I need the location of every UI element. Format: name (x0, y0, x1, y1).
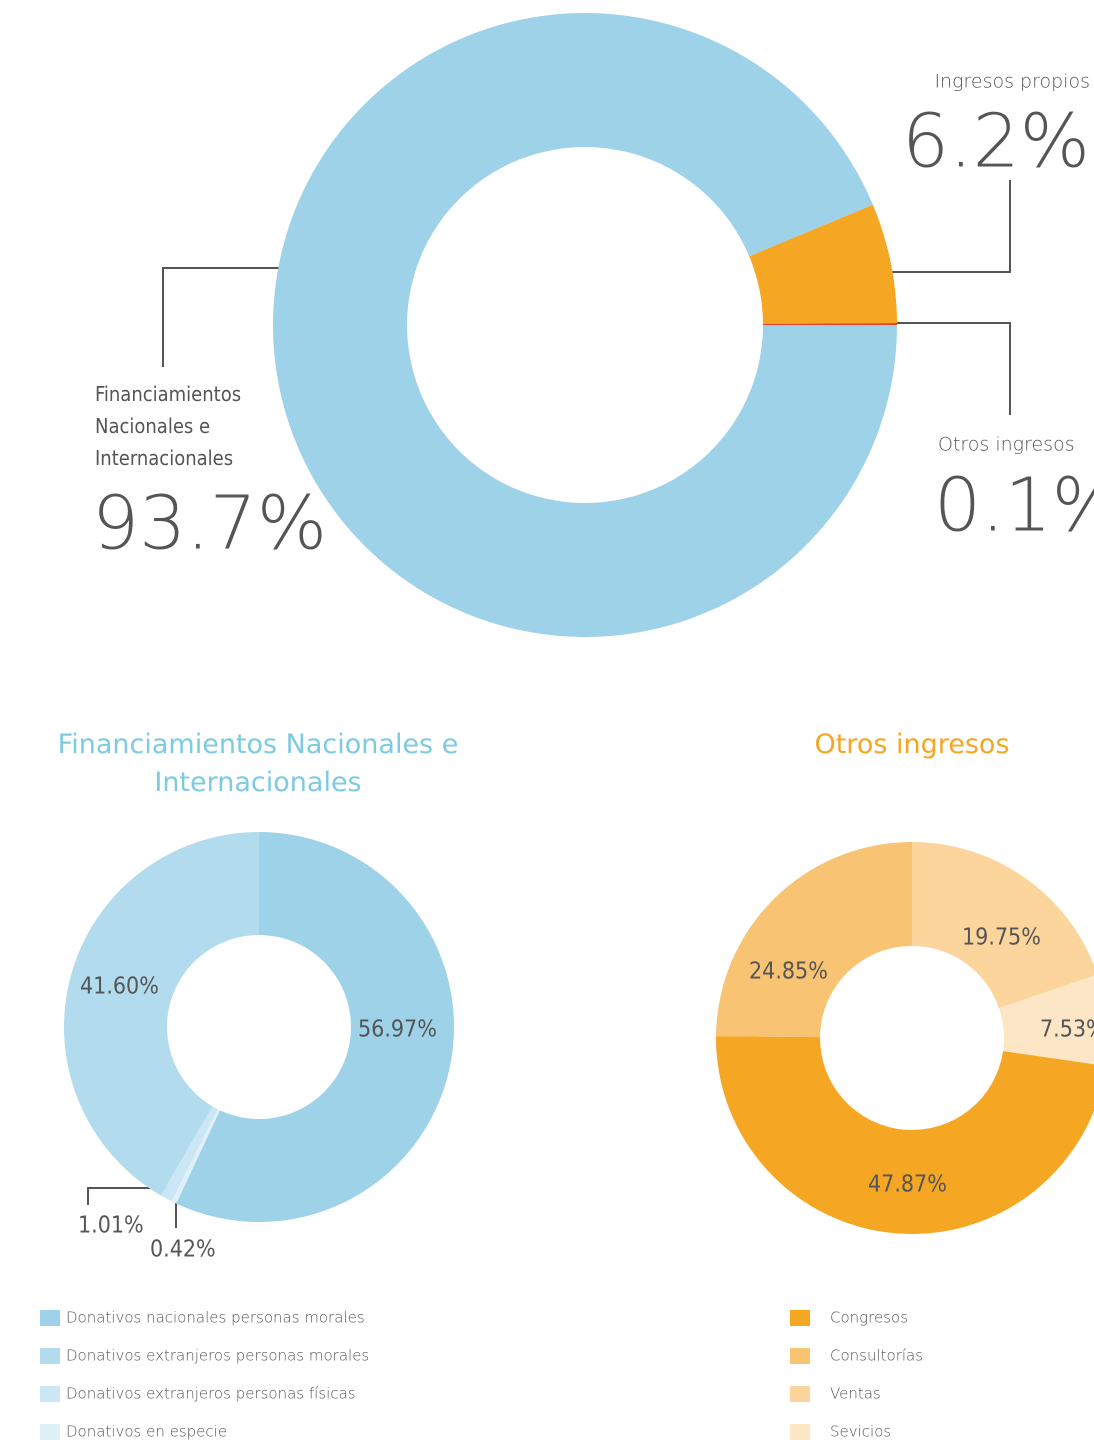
leader-line (162, 267, 315, 367)
leader-line (87, 1187, 170, 1205)
slice (716, 1036, 1094, 1234)
value-label: 24.85% (749, 959, 828, 985)
legend-swatch (790, 1424, 810, 1440)
legend-label: Donativos en especie (66, 1423, 227, 1441)
value-label: 41.60% (80, 974, 159, 1000)
slice (63, 832, 259, 1196)
legend-label: Congresos (830, 1309, 908, 1327)
slice (176, 832, 455, 1222)
chart-title: Otros ingresos (814, 729, 1010, 760)
legend-swatch (790, 1310, 810, 1326)
slice (999, 975, 1094, 1065)
legend-label: Donativos extranjeros personas físicas (66, 1385, 356, 1403)
category-label: Ingresos propios (934, 71, 1090, 93)
value-label: 7.53% (1040, 1017, 1094, 1043)
legend-label: Ventas (830, 1385, 881, 1403)
legend-swatch (40, 1424, 60, 1440)
legend-label: Donativos nacionales personas morales (66, 1309, 365, 1327)
legend-swatch (790, 1348, 810, 1364)
leader-line (895, 322, 1011, 415)
category-label: Financiamientos Nacionales e Internacion… (95, 382, 242, 470)
slice (716, 842, 912, 1038)
legend-swatch (40, 1348, 60, 1364)
value-label: 0.42% (150, 1237, 216, 1263)
slice (171, 1109, 220, 1204)
slice (160, 1106, 218, 1202)
chart-title: Financiamientos Nacionales e Internacion… (57, 729, 459, 798)
category-label: Otros ingresos (938, 434, 1075, 456)
value-label: 93.7% (92, 481, 327, 567)
slice (749, 204, 897, 324)
leader-line (890, 180, 1011, 273)
value-label: 47.87% (868, 1172, 947, 1198)
value-label: 19.75% (962, 925, 1041, 951)
slice (272, 13, 897, 638)
legend-label: Donativos extranjeros personas morales (66, 1347, 369, 1365)
legend-swatch (40, 1310, 60, 1326)
legend-label: Sevicios (830, 1423, 891, 1441)
slice (762, 323, 897, 325)
legend-label: Consultorías (830, 1347, 923, 1365)
slice (912, 842, 1094, 1009)
value-label: 6.2% (902, 99, 1090, 185)
value-label: 1.01% (78, 1213, 144, 1239)
value-label: 56.97% (358, 1017, 437, 1043)
legend-swatch (40, 1386, 60, 1402)
legend-swatch (790, 1386, 810, 1402)
value-label: 0.1% (934, 463, 1094, 549)
